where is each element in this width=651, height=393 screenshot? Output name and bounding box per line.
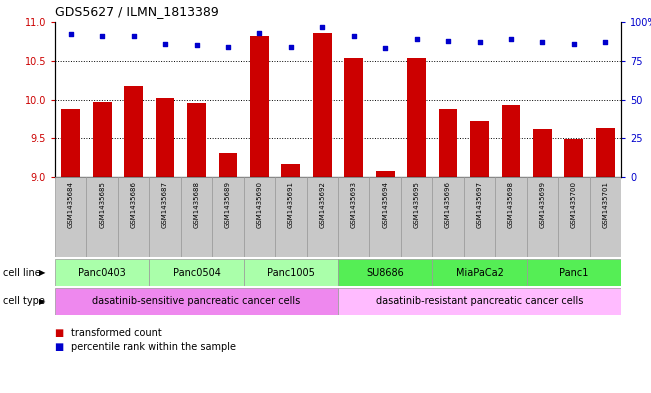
Point	[380, 45, 391, 51]
Text: ■: ■	[55, 328, 67, 338]
Point	[191, 42, 202, 48]
Point	[443, 37, 453, 44]
Bar	[250, 36, 269, 177]
Point	[223, 44, 233, 50]
Bar	[533, 129, 552, 177]
Text: GSM1435684: GSM1435684	[68, 181, 74, 228]
Text: GSM1435685: GSM1435685	[99, 181, 105, 228]
Text: ▶: ▶	[38, 268, 45, 277]
Text: GSM1435696: GSM1435696	[445, 181, 451, 228]
Bar	[307, 177, 338, 257]
Bar	[92, 102, 111, 177]
Point	[66, 31, 76, 38]
Text: transformed count: transformed count	[71, 328, 162, 338]
Bar	[313, 33, 332, 177]
Point	[348, 33, 359, 39]
Bar	[439, 109, 458, 177]
Text: GSM1435692: GSM1435692	[319, 181, 326, 228]
Text: GSM1435695: GSM1435695	[413, 181, 420, 228]
Bar	[338, 177, 370, 257]
Text: GDS5627 / ILMN_1813389: GDS5627 / ILMN_1813389	[55, 5, 219, 18]
Text: GSM1435687: GSM1435687	[162, 181, 168, 228]
Bar	[501, 105, 520, 177]
Text: ■: ■	[55, 342, 67, 352]
Point	[475, 39, 485, 45]
Point	[317, 24, 327, 30]
Bar	[527, 259, 621, 286]
Text: GSM1435690: GSM1435690	[256, 181, 262, 228]
Point	[160, 40, 171, 47]
Text: percentile rank within the sample: percentile rank within the sample	[71, 342, 236, 352]
Text: Panc0504: Panc0504	[173, 268, 221, 277]
Bar	[181, 177, 212, 257]
Bar	[590, 177, 621, 257]
Bar	[464, 177, 495, 257]
Bar	[495, 177, 527, 257]
Point	[128, 33, 139, 39]
Bar	[470, 121, 489, 177]
Text: GSM1435701: GSM1435701	[602, 181, 608, 228]
Bar	[55, 259, 149, 286]
Text: dasatinib-sensitive pancreatic cancer cells: dasatinib-sensitive pancreatic cancer ce…	[92, 296, 301, 307]
Text: GSM1435700: GSM1435700	[571, 181, 577, 228]
Text: GSM1435697: GSM1435697	[477, 181, 482, 228]
Point	[97, 33, 107, 39]
Bar	[219, 153, 238, 177]
Text: Panc1005: Panc1005	[267, 268, 315, 277]
Bar	[212, 177, 243, 257]
Text: GSM1435691: GSM1435691	[288, 181, 294, 228]
Point	[568, 40, 579, 47]
Bar	[401, 177, 432, 257]
Bar	[338, 259, 432, 286]
Bar	[376, 171, 395, 177]
Point	[411, 36, 422, 42]
Bar	[61, 109, 80, 177]
Bar	[55, 177, 87, 257]
Text: Panc0403: Panc0403	[78, 268, 126, 277]
Bar	[558, 177, 590, 257]
Bar	[432, 259, 527, 286]
Text: dasatinib-resistant pancreatic cancer cells: dasatinib-resistant pancreatic cancer ce…	[376, 296, 583, 307]
Point	[286, 44, 296, 50]
Bar	[281, 164, 300, 177]
Bar	[149, 177, 181, 257]
Bar	[596, 128, 615, 177]
Text: GSM1435693: GSM1435693	[351, 181, 357, 228]
Bar	[243, 177, 275, 257]
Bar	[118, 177, 149, 257]
Point	[537, 39, 547, 45]
Point	[506, 36, 516, 42]
Text: SU8686: SU8686	[367, 268, 404, 277]
Bar	[344, 59, 363, 177]
Text: GSM1435699: GSM1435699	[540, 181, 546, 228]
Bar	[370, 177, 401, 257]
Bar	[149, 259, 243, 286]
Point	[600, 39, 611, 45]
Text: cell type: cell type	[3, 296, 45, 307]
Bar	[55, 288, 338, 315]
Bar	[124, 86, 143, 177]
Text: Panc1: Panc1	[559, 268, 589, 277]
Bar	[527, 177, 558, 257]
Text: GSM1435688: GSM1435688	[193, 181, 199, 228]
Bar	[407, 59, 426, 177]
Bar	[432, 177, 464, 257]
Bar	[564, 139, 583, 177]
Bar	[87, 177, 118, 257]
Text: GSM1435694: GSM1435694	[382, 181, 388, 228]
Text: GSM1435689: GSM1435689	[225, 181, 231, 228]
Bar	[243, 259, 338, 286]
Text: cell line: cell line	[3, 268, 41, 277]
Bar	[338, 288, 621, 315]
Text: GSM1435698: GSM1435698	[508, 181, 514, 228]
Text: GSM1435686: GSM1435686	[131, 181, 137, 228]
Point	[254, 30, 264, 36]
Text: MiaPaCa2: MiaPaCa2	[456, 268, 503, 277]
Bar	[275, 177, 307, 257]
Bar	[187, 103, 206, 177]
Bar	[156, 98, 174, 177]
Text: ▶: ▶	[38, 297, 45, 306]
